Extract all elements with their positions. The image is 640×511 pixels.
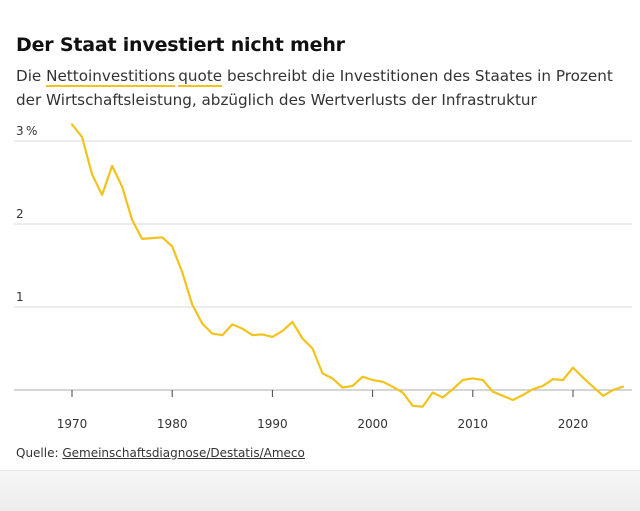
data-point-1970 [71, 123, 73, 125]
data-point-2004 [412, 405, 414, 407]
data-point-1999 [362, 376, 364, 378]
data-point-2008 [452, 388, 454, 390]
series-line [70, 123, 625, 408]
source-note: Quelle: Gemeinschaftsdiagnose/Destatis/A… [16, 446, 305, 460]
data-point-2021 [582, 377, 584, 379]
data-point-1996 [331, 377, 333, 379]
data-point-1972 [91, 173, 93, 175]
y-unit-label: % [26, 124, 37, 138]
chart-title: Der Staat investiert nicht mehr [16, 34, 345, 56]
line-chart: 1 2 3 % 1970 1980 1990 2000 2010 2020 [14, 123, 632, 431]
data-point-1976 [131, 219, 133, 221]
data-point-1994 [311, 347, 313, 349]
data-point-2007 [442, 396, 444, 398]
data-point-2018 [552, 378, 554, 380]
data-point-1978 [151, 237, 153, 239]
data-point-1997 [341, 386, 343, 388]
data-point-1981 [181, 271, 183, 273]
data-point-2012 [492, 391, 494, 393]
data-point-2022 [592, 386, 594, 388]
x-tick-label-1990: 1990 [257, 417, 288, 431]
data-point-2019 [562, 379, 564, 381]
data-point-2023 [602, 395, 604, 397]
subtitle-rest: beschreibt die Investitionen des Staates… [16, 67, 613, 109]
data-point-2006 [432, 391, 434, 393]
data-point-2017 [542, 385, 544, 387]
y-tick-label-1: 1 [16, 290, 24, 304]
data-point-1988 [251, 334, 253, 336]
data-point-1990 [271, 336, 273, 338]
data-point-1998 [352, 385, 354, 387]
data-point-1986 [231, 323, 233, 325]
data-point-2013 [502, 395, 504, 397]
data-point-1977 [141, 238, 143, 240]
data-point-2024 [612, 389, 614, 391]
data-point-1995 [321, 372, 323, 374]
x-tick-label-1980: 1980 [157, 417, 188, 431]
bottom-bar [0, 470, 640, 511]
chart-subtitle: Die Nettoinvestitions quote beschreibt di… [16, 64, 628, 112]
data-point-2020 [572, 367, 574, 369]
data-point-2009 [462, 379, 464, 381]
y-tick-label-2: 2 [16, 207, 24, 221]
data-point-2025 [622, 386, 624, 388]
subtitle-prefix: Die [16, 67, 47, 85]
data-point-1992 [291, 321, 293, 323]
data-point-1971 [81, 136, 83, 138]
data-point-2011 [482, 379, 484, 381]
x-tick-label-2000: 2000 [357, 417, 388, 431]
data-point-2003 [402, 391, 404, 393]
data-point-2005 [422, 406, 424, 408]
x-tick-label-1970: 1970 [57, 417, 88, 431]
data-point-1980 [171, 245, 173, 247]
data-point-2010 [472, 377, 474, 379]
term-nettoinvestitions[interactable]: Nettoinvestitions [46, 67, 176, 87]
data-point-1991 [281, 330, 283, 332]
source-label: Quelle: [16, 446, 63, 460]
data-point-2014 [512, 399, 514, 401]
data-point-2015 [522, 394, 524, 396]
data-point-1979 [161, 236, 163, 238]
data-point-1989 [261, 333, 263, 335]
source-link[interactable]: Gemeinschaftsdiagnose/Destatis/Ameco [62, 446, 305, 460]
data-point-1985 [221, 334, 223, 336]
y-tick-label-3: 3 [16, 124, 24, 138]
data-point-1993 [301, 337, 303, 339]
data-point-2002 [392, 386, 394, 388]
data-point-1987 [241, 328, 243, 330]
data-point-1983 [201, 323, 203, 325]
x-tick-label-2010: 2010 [458, 417, 489, 431]
data-point-1982 [191, 303, 193, 305]
term-quote[interactable]: quote [178, 67, 223, 87]
x-tick-label-2020: 2020 [558, 417, 589, 431]
data-point-1984 [211, 333, 213, 335]
data-point-1975 [121, 186, 123, 188]
data-point-2016 [532, 388, 534, 390]
data-point-2000 [372, 379, 374, 381]
data-point-1974 [111, 165, 113, 167]
data-point-1973 [101, 194, 103, 196]
data-point-2001 [382, 381, 384, 383]
